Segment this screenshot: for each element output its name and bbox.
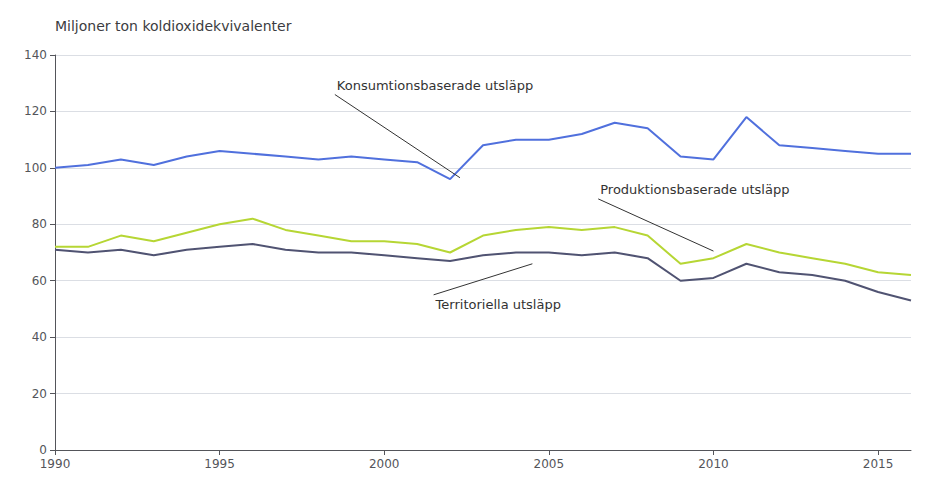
svg-text:2000: 2000	[369, 457, 400, 471]
svg-text:Konsumtionsbaserade utsläpp: Konsumtionsbaserade utsläpp	[337, 78, 533, 93]
svg-text:Territoriella utsläpp: Territoriella utsläpp	[435, 297, 561, 312]
svg-text:Produktionsbaserade utsläpp: Produktionsbaserade utsläpp	[600, 182, 789, 197]
svg-text:60: 60	[32, 274, 47, 288]
svg-text:1990: 1990	[40, 457, 71, 471]
svg-text:0: 0	[39, 443, 47, 457]
svg-text:80: 80	[32, 217, 47, 231]
svg-text:2010: 2010	[698, 457, 729, 471]
svg-text:2015: 2015	[863, 457, 894, 471]
svg-text:40: 40	[32, 330, 47, 344]
svg-text:Miljoner ton koldioxidekvivale: Miljoner ton koldioxidekvivalenter	[55, 18, 292, 34]
svg-text:140: 140	[24, 48, 47, 62]
svg-text:20: 20	[32, 387, 47, 401]
svg-text:2005: 2005	[534, 457, 565, 471]
svg-text:100: 100	[24, 161, 47, 175]
svg-text:1995: 1995	[204, 457, 235, 471]
svg-text:120: 120	[24, 104, 47, 118]
